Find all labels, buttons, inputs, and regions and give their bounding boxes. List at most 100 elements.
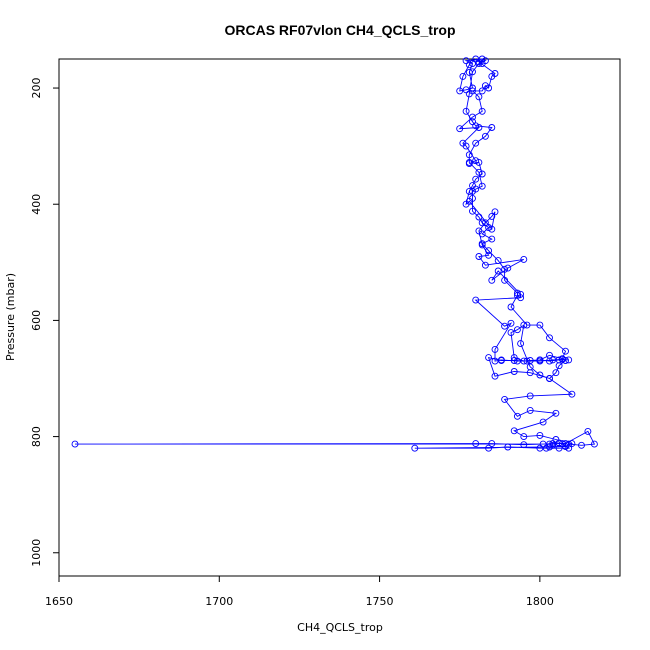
- x-axis-label: CH4_QCLS_trop: [297, 621, 383, 634]
- data-point: [459, 139, 467, 147]
- x-tick-label: 1800: [526, 595, 554, 608]
- y-axis-label: Pressure (mbar): [4, 273, 17, 361]
- data-point: [485, 444, 493, 452]
- data-point: [469, 113, 476, 121]
- data-point: [469, 207, 476, 215]
- x-axis: 1650 1700 1750 1800: [45, 576, 554, 608]
- data-point: [520, 255, 528, 263]
- data-point: [536, 431, 544, 439]
- plot-area: [58, 55, 621, 577]
- data-point: [472, 175, 480, 183]
- data-point: [510, 368, 518, 375]
- data-point: [584, 427, 592, 435]
- data-point: [469, 84, 476, 92]
- data-point: [491, 208, 499, 216]
- data-point: [513, 326, 521, 334]
- data-point: [507, 319, 515, 327]
- data-point: [501, 276, 509, 284]
- data-point: [478, 182, 486, 190]
- data-point: [536, 371, 544, 379]
- data-point: [485, 224, 493, 231]
- data-point: [485, 354, 493, 362]
- data-point: [494, 257, 502, 265]
- data-point: [555, 362, 563, 370]
- data-point: [501, 395, 509, 403]
- y-tick-label: 1000: [30, 539, 43, 567]
- data-point: [485, 251, 493, 259]
- data-point: [475, 60, 483, 68]
- data-point: [546, 375, 553, 382]
- data-point: [478, 55, 486, 63]
- data-point: [465, 158, 473, 166]
- data-point: [475, 168, 483, 176]
- data-point: [526, 392, 534, 400]
- data-point: [472, 157, 480, 165]
- data-point: [475, 124, 483, 131]
- data-point: [536, 321, 544, 329]
- data-point: [465, 61, 473, 69]
- data-point: [504, 264, 512, 272]
- data-point: [488, 124, 496, 131]
- data-point: [472, 440, 480, 448]
- data-point: [456, 125, 464, 133]
- data-point: [469, 187, 476, 195]
- data-point: [469, 68, 476, 76]
- data-point: [536, 356, 544, 364]
- data-point: [494, 267, 502, 275]
- chart-title: ORCAS RF07vlon CH4_QCLS_trop: [224, 22, 455, 38]
- y-tick-label: 800: [30, 426, 43, 447]
- data-point: [562, 443, 569, 450]
- data-point: [552, 436, 560, 443]
- y-tick-label: 400: [30, 194, 43, 215]
- data-point: [510, 427, 518, 435]
- data-point: [517, 290, 525, 298]
- data-point: [485, 247, 493, 255]
- data-point: [478, 60, 486, 68]
- x-tick-label: 1700: [205, 595, 233, 608]
- data-point: [472, 139, 480, 147]
- data-point: [546, 443, 553, 451]
- data-point: [481, 219, 489, 227]
- data-point: [513, 291, 521, 299]
- data-point: [488, 440, 496, 448]
- data-point: [462, 200, 470, 208]
- data-point: [488, 225, 496, 233]
- data-point: [520, 357, 528, 365]
- data-point: [565, 444, 573, 452]
- data-point: [462, 107, 470, 115]
- data-point: [546, 351, 553, 359]
- y-axis: 200 400 600 800 1000: [30, 78, 59, 567]
- data-point: [481, 261, 489, 269]
- series-line: [74, 58, 596, 449]
- data-point: [568, 440, 576, 448]
- data-point: [507, 303, 515, 311]
- data-point: [71, 440, 79, 448]
- data-point: [488, 235, 496, 243]
- data-point: [478, 230, 486, 238]
- data-point: [491, 372, 499, 380]
- data-point: [465, 187, 473, 195]
- x-tick-label: 1750: [366, 595, 394, 608]
- y-tick-label: 200: [30, 78, 43, 99]
- data-point: [491, 345, 499, 353]
- data-point: [475, 253, 483, 260]
- data-point: [475, 93, 483, 101]
- data-point: [523, 321, 531, 329]
- data-point: [578, 441, 585, 449]
- data-point: [478, 219, 486, 227]
- data-point: [478, 87, 486, 95]
- data-point: [485, 84, 493, 92]
- data-point: [552, 369, 560, 377]
- data-point: [478, 170, 486, 178]
- data-point: [411, 444, 419, 452]
- data-point: [520, 433, 528, 441]
- data-point: [510, 357, 518, 364]
- data-point: [555, 444, 563, 452]
- data-point: [475, 158, 483, 166]
- data-point: [481, 132, 489, 140]
- data-point: [507, 329, 515, 337]
- data-point: [488, 276, 496, 284]
- data-point: [562, 347, 569, 355]
- data-point: [469, 194, 476, 202]
- data-point: [539, 418, 547, 426]
